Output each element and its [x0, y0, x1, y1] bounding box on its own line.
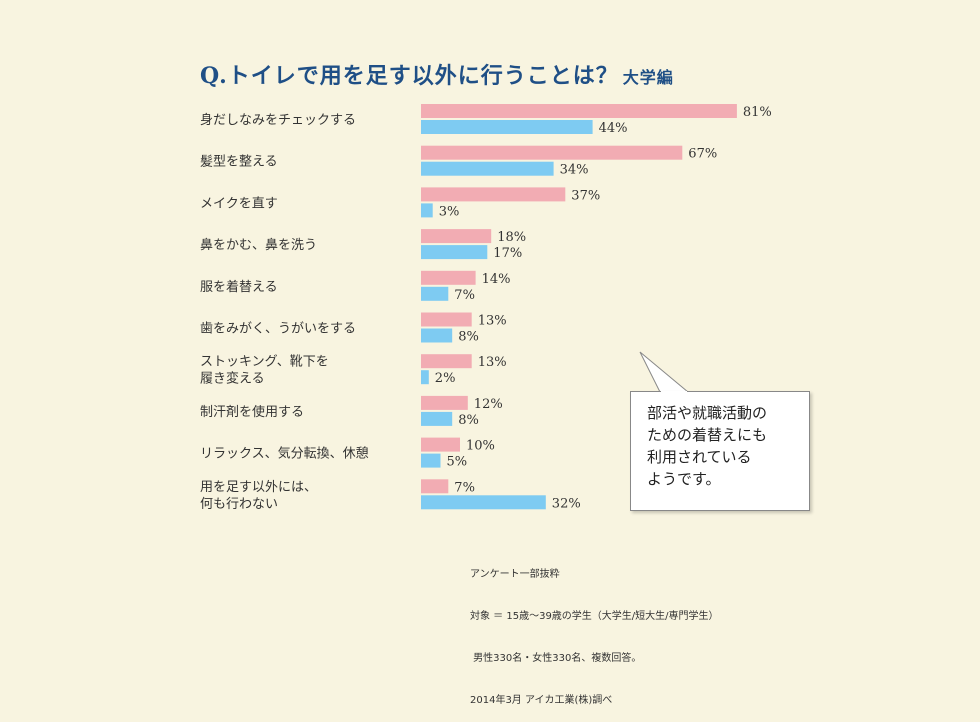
- bar-blue: [421, 328, 453, 343]
- source-line: 男性330名・女性330名、複数回答。: [470, 653, 642, 664]
- callout-line: 部活や就職活動の: [647, 404, 768, 422]
- category-label: リラックス、気分転換、休憩: [200, 446, 369, 462]
- bar-chart: 身だしなみをチェックする 81% 44% 髪型を整える 67% 34% メイクを直す 37% 3…: [200, 104, 772, 512]
- category-label: 何も行わない: [200, 496, 278, 512]
- value-label: 5%: [447, 455, 468, 470]
- bar-pink: [421, 104, 737, 118]
- chart-title: Q.トイレで用を足す以外に行うことは？ 大学編: [200, 58, 674, 90]
- bar-pink: [421, 312, 472, 327]
- source-line: 対象 ＝ 15歳～39歳の学生（大学生/短大生/専門学生）: [470, 611, 719, 622]
- category-label: 用を足す以外には、: [200, 480, 317, 495]
- callout-line: ための着替えにも: [647, 426, 768, 444]
- value-label: 10%: [466, 439, 495, 454]
- bar-pink: [421, 229, 492, 244]
- callout-tail: [639, 351, 690, 393]
- source-line: 2014年3月 アイカ工業(株)調べ: [470, 695, 613, 706]
- category-label: メイクを直す: [200, 196, 278, 211]
- callout-box: 部活や就職活動の ための着替えにも 利用されている ようです。: [630, 391, 810, 511]
- bar-pink: [421, 437, 460, 452]
- callout-line: ようです。: [647, 470, 721, 488]
- bar-blue: [421, 203, 433, 218]
- category-label: 身だしなみをチェックする: [200, 112, 356, 128]
- category-label: 髪型を整える: [200, 155, 278, 170]
- category-label: 歯をみがく、うがいをする: [200, 322, 356, 337]
- value-label: 2%: [435, 371, 456, 386]
- value-label: 8%: [458, 413, 479, 428]
- value-label: 7%: [454, 288, 475, 303]
- bar-pink: [421, 270, 476, 285]
- bar-blue: [421, 370, 429, 385]
- value-label: 12%: [474, 397, 503, 412]
- value-label: 44%: [599, 121, 628, 136]
- category-label: ストッキング、靴下を: [200, 355, 329, 370]
- value-label: 14%: [482, 272, 511, 287]
- bar-blue: [421, 453, 441, 468]
- value-label: 37%: [571, 188, 600, 203]
- category-label: 履き変える: [200, 371, 265, 387]
- value-label: 13%: [478, 314, 507, 329]
- bar-blue: [421, 120, 593, 134]
- bar-blue: [421, 495, 546, 510]
- value-label: 67%: [688, 147, 717, 162]
- title-main: Q.トイレで用を足す以外に行うことは？: [200, 63, 619, 89]
- title-sub: 大学編: [622, 68, 674, 87]
- value-label: 8%: [458, 330, 479, 345]
- bar-pink: [421, 187, 566, 202]
- category-label: 制汗剤を使用する: [200, 404, 304, 420]
- value-label: 81%: [743, 105, 772, 120]
- value-label: 17%: [493, 246, 522, 261]
- bar-blue: [421, 411, 453, 426]
- value-label: 32%: [552, 496, 581, 511]
- category-label: 服を着替える: [200, 279, 278, 295]
- value-label: 18%: [497, 230, 526, 245]
- bar-pink: [421, 395, 468, 410]
- bar-blue: [421, 245, 488, 260]
- category-label: 鼻をかむ、鼻を洗う: [200, 237, 317, 253]
- source-line: アンケート一部抜粋: [470, 569, 560, 580]
- bar-blue: [421, 286, 449, 301]
- source-note: アンケート一部抜粋 対象 ＝ 15歳～39歳の学生（大学生/短大生/専門学生） …: [470, 540, 719, 722]
- value-label: 13%: [478, 355, 507, 370]
- bar-pink: [421, 145, 683, 160]
- value-label: 34%: [560, 163, 589, 178]
- value-label: 3%: [439, 204, 460, 219]
- callout-line: 利用されている: [647, 448, 752, 466]
- bar-blue: [421, 161, 554, 176]
- bar-pink: [421, 354, 472, 369]
- value-label: 7%: [454, 480, 475, 495]
- bar-pink: [421, 479, 449, 494]
